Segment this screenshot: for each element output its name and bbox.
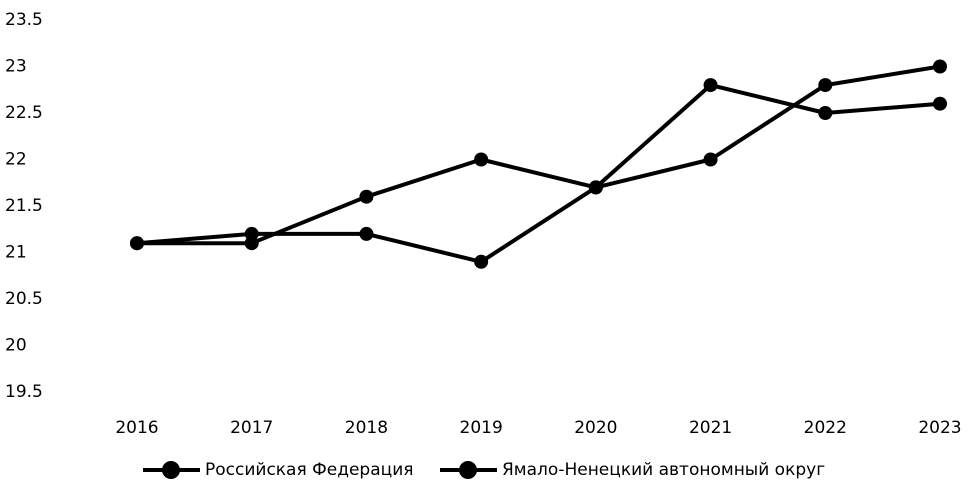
data-point <box>933 59 947 74</box>
data-point <box>474 152 489 167</box>
x-tick-label: 2017 <box>230 418 273 438</box>
data-point <box>703 78 718 93</box>
series-line <box>137 64 941 246</box>
x-tick-label: 2023 <box>918 418 961 438</box>
data-point <box>703 152 718 167</box>
y-tick-label: 23 <box>5 57 27 77</box>
x-tick-label: 2022 <box>804 418 847 438</box>
data-point <box>933 96 947 111</box>
y-tick-label: 20 <box>5 336 27 356</box>
y-tick-label: 22 <box>5 150 27 170</box>
data-point <box>818 78 833 93</box>
data-point <box>130 236 144 251</box>
data-point <box>244 236 259 251</box>
x-tick-label: 2020 <box>574 418 617 438</box>
data-point <box>359 226 374 241</box>
legend-label: Ямало-Ненецкий автономный округ <box>502 460 825 480</box>
legend-label: Российская Федерация <box>205 460 413 480</box>
y-tick-label: 23.5 <box>5 10 43 30</box>
data-point <box>588 180 603 195</box>
y-tick-label: 21.5 <box>5 196 43 216</box>
legend-marker <box>162 461 180 479</box>
y-tick-label: 20.5 <box>5 289 43 309</box>
y-tick-label: 21 <box>5 243 27 263</box>
x-tick-label: 2021 <box>689 418 732 438</box>
y-tick-label: 22.5 <box>5 103 43 123</box>
data-point <box>818 106 833 120</box>
x-tick-label: 2016 <box>115 418 158 438</box>
data-point <box>359 189 374 204</box>
legend-marker <box>459 461 477 479</box>
data-point <box>474 254 489 269</box>
x-tick-label: 2018 <box>345 418 388 438</box>
x-tick-label: 2019 <box>460 418 503 438</box>
y-tick-label: 19.5 <box>5 382 43 402</box>
